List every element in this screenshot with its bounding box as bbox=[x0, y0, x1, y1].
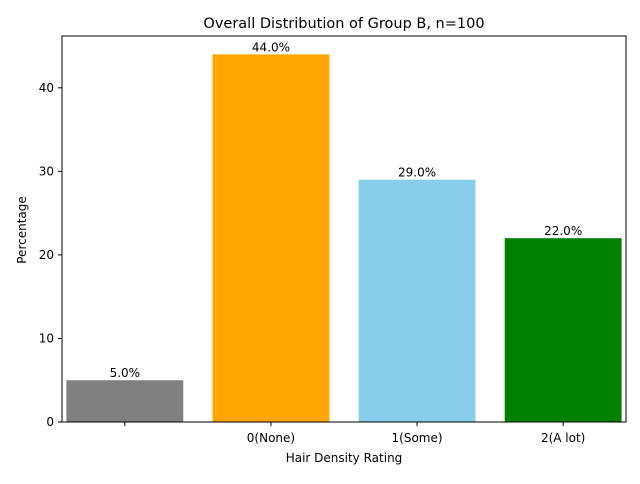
bar-2 bbox=[358, 179, 476, 422]
bars-group bbox=[66, 54, 622, 422]
bar-0 bbox=[66, 380, 184, 422]
y-tick-label-2: 20 bbox=[39, 248, 54, 262]
x-tick-label-3: 2(A lot) bbox=[541, 431, 585, 445]
bar-value-label-3: 22.0% bbox=[544, 224, 582, 238]
x-tick-label-1: 0(None) bbox=[247, 431, 295, 445]
chart-title: Overall Distribution of Group B, n=100 bbox=[203, 16, 484, 32]
y-tick-label-3: 30 bbox=[39, 164, 54, 178]
value-labels-group: 5.0% 44.0% 29.0% 22.0% bbox=[110, 40, 583, 380]
plot-area: 5.0% 44.0% 29.0% 22.0% bbox=[61, 35, 627, 423]
x-axis-label: Hair Density Rating bbox=[286, 451, 403, 465]
bar-value-label-1: 44.0% bbox=[252, 40, 290, 54]
y-axis-label: Percentage bbox=[15, 196, 29, 264]
y-tick-label-0: 0 bbox=[46, 415, 54, 429]
bar-value-label-2: 29.0% bbox=[398, 166, 436, 180]
x-tick-label-2: 1(Some) bbox=[392, 431, 443, 445]
bar-value-label-0: 5.0% bbox=[110, 366, 141, 380]
y-tick-label-4: 40 bbox=[39, 81, 54, 95]
bar-1 bbox=[212, 54, 330, 422]
y-axis: 0 10 20 30 40 bbox=[39, 81, 62, 429]
bar-3 bbox=[504, 238, 622, 422]
y-tick-label-1: 10 bbox=[39, 331, 54, 345]
x-axis: 0(None) 1(Some) 2(A lot) bbox=[124, 422, 585, 445]
plot-frame bbox=[61, 35, 627, 423]
